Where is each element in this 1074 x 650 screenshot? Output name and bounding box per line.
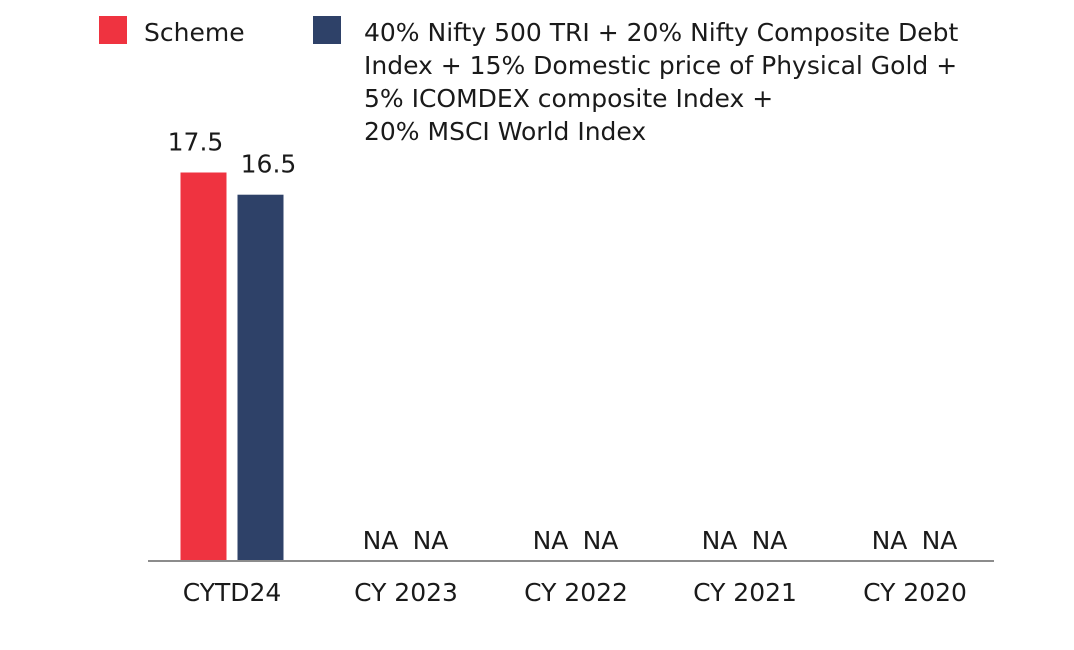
data-label: NA xyxy=(752,526,788,555)
legend-swatch-benchmark xyxy=(313,16,341,44)
legend-label-line: 40% Nifty 500 TRI + 20% Nifty Composite … xyxy=(364,18,959,47)
data-label: NA xyxy=(702,526,738,555)
data-label: NA xyxy=(583,526,619,555)
data-label: NA xyxy=(922,526,958,555)
legend: Scheme 40% Nifty 500 TRI + 20% Nifty Comp… xyxy=(99,16,959,146)
data-label: 16.5 xyxy=(241,150,297,179)
bar-series-1-0 xyxy=(180,172,227,561)
legend-label-benchmark: 40% Nifty 500 TRI + 20% Nifty Composite … xyxy=(364,18,959,146)
data-labels-group: 17.5 16.5 NA NA NA NA NA NA NA NA xyxy=(168,128,958,556)
bar-series-2-0 xyxy=(237,194,284,561)
data-label: NA xyxy=(872,526,908,555)
bars-group xyxy=(180,172,284,561)
legend-label-line: 20% MSCI World Index xyxy=(364,117,646,146)
x-tick-label: CYTD24 xyxy=(183,578,282,607)
legend-label-line: 5% ICOMDEX composite Index + xyxy=(364,84,773,113)
legend-label-line: Index + 15% Domestic price of Physical G… xyxy=(364,51,957,80)
data-label: 17.5 xyxy=(168,128,224,157)
data-label: NA xyxy=(363,526,399,555)
x-tick-label: CY 2023 xyxy=(354,578,458,607)
x-tick-labels-group: CYTD24 CY 2023 CY 2022 CY 2021 CY 2020 xyxy=(183,578,967,607)
x-tick-label: CY 2021 xyxy=(693,578,797,607)
legend-swatch-scheme xyxy=(99,16,127,44)
data-label: NA xyxy=(533,526,569,555)
legend-label-scheme: Scheme xyxy=(144,18,245,47)
x-tick-label: CY 2022 xyxy=(524,578,628,607)
data-label: NA xyxy=(413,526,449,555)
x-tick-label: CY 2020 xyxy=(863,578,967,607)
